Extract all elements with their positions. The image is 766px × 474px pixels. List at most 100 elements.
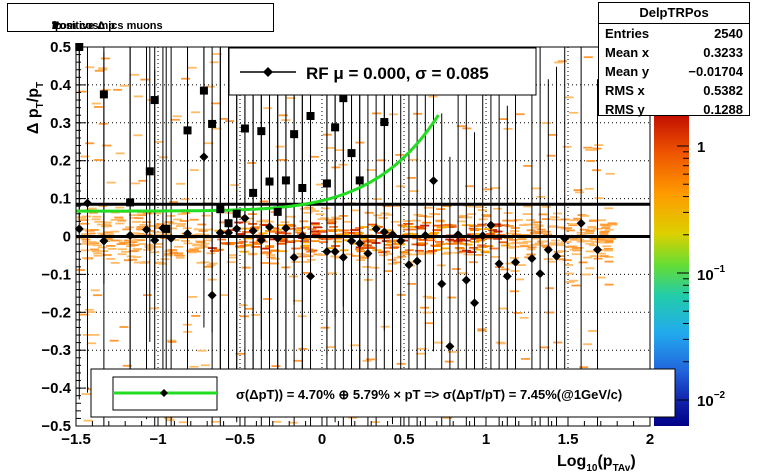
histogram-cell	[327, 222, 337, 225]
histogram-cell	[447, 239, 457, 242]
histogram-cell	[293, 229, 303, 231]
histogram-cell	[499, 241, 509, 244]
histogram-cell	[463, 216, 473, 219]
x-tick-label: 1	[482, 431, 490, 448]
histogram-cell	[596, 252, 606, 255]
stats-key: RMS y	[605, 102, 645, 117]
histogram-cell	[469, 246, 479, 249]
histogram-cell	[327, 247, 337, 249]
histogram-cell	[533, 224, 543, 227]
histogram-cell	[139, 262, 149, 264]
histogram-cell	[586, 160, 596, 162]
histogram-cell	[436, 208, 446, 210]
histogram-cell	[565, 281, 575, 283]
histogram-cell	[362, 266, 372, 268]
stats-key: Entries	[605, 26, 650, 41]
histogram-cell	[168, 227, 178, 230]
histogram-cell	[299, 220, 309, 223]
histogram-cell	[193, 228, 203, 231]
histogram-cell	[178, 421, 188, 424]
histogram-cell	[107, 248, 117, 250]
histogram-cell	[455, 247, 465, 250]
diamond-marker	[297, 231, 307, 241]
histogram-cell	[508, 219, 518, 222]
y-tick-label: −0.4	[41, 380, 71, 397]
histogram-cell	[241, 231, 251, 233]
histogram-cell	[175, 256, 185, 259]
histogram-cell	[572, 247, 582, 249]
histogram-cell	[432, 249, 442, 251]
histogram-cell	[167, 341, 177, 343]
histogram-cell	[545, 287, 555, 290]
histogram-cell	[543, 233, 553, 236]
histogram-cell	[555, 244, 565, 247]
histogram-cell	[206, 85, 215, 88]
histogram-cell	[206, 264, 216, 267]
histogram-cell	[117, 248, 127, 251]
histogram-cell	[208, 262, 218, 265]
histogram-cell	[102, 223, 111, 226]
histogram-cell	[97, 246, 107, 249]
histogram-cell	[139, 224, 149, 226]
square-marker	[355, 176, 364, 185]
stats-title: DelpTRPos	[599, 3, 749, 24]
histogram-cell	[368, 223, 378, 226]
square-marker	[339, 94, 348, 103]
histogram-cell	[235, 245, 244, 248]
x-axis-label-post: )	[630, 453, 635, 470]
histogram-cell	[491, 187, 500, 189]
histogram-cell	[605, 172, 615, 175]
histogram-cell	[128, 239, 138, 242]
histogram-cell	[260, 219, 270, 222]
histogram-cell	[153, 243, 163, 245]
histogram-cell	[90, 248, 99, 251]
histogram-cell	[286, 97, 296, 99]
stats-row-mean-x: Mean x 0.3233	[605, 43, 743, 62]
diamond-marker	[494, 259, 504, 269]
histogram-cell	[564, 245, 574, 248]
histogram-cell	[603, 248, 613, 250]
histogram-cell	[128, 241, 138, 243]
histogram-cell	[280, 221, 290, 224]
histogram-cell	[475, 206, 485, 208]
histogram-cell	[279, 237, 289, 240]
histogram-cell	[152, 212, 162, 215]
histogram-cell	[115, 218, 124, 220]
histogram-cell	[134, 261, 143, 264]
y-tick-label: 0.1	[50, 191, 71, 208]
diamond-marker	[330, 247, 340, 257]
histogram-cell	[493, 207, 502, 210]
histogram-cell	[463, 243, 473, 246]
histogram-cell	[93, 252, 103, 255]
histogram-cell	[313, 226, 322, 229]
histogram-cell	[589, 255, 599, 257]
histogram-cell	[447, 351, 457, 353]
histogram-cell	[84, 308, 94, 311]
histogram-cell	[88, 211, 98, 214]
histogram-cell	[468, 205, 478, 208]
histogram-cell	[555, 226, 565, 229]
histogram-cell	[214, 248, 224, 251]
histogram-cell	[481, 214, 491, 216]
legend-bottom-text: σ(ΔpT)) = 4.70% ⊕ 5.79% × pT => σ(ΔpT/pT…	[236, 387, 622, 402]
stats-row-entries: Entries 2540	[605, 24, 743, 43]
histogram-cell	[380, 212, 390, 215]
histogram-cell	[263, 107, 273, 110]
histogram-cell	[169, 251, 179, 254]
histogram-cell	[270, 249, 280, 252]
histogram-cell	[444, 360, 454, 363]
diamond-marker	[486, 220, 496, 230]
diamond-marker	[379, 227, 389, 237]
plot-title-sub2: T	[52, 20, 59, 32]
histogram-cell	[138, 179, 148, 182]
histogram-cell	[326, 346, 336, 348]
y-tick-label: −0.3	[41, 342, 71, 359]
histogram-cell	[465, 185, 474, 188]
histogram-cell	[286, 215, 296, 218]
diamond-marker	[437, 279, 447, 289]
histogram-cell	[553, 212, 562, 215]
histogram-cell	[119, 242, 129, 244]
histogram-cell	[367, 239, 377, 242]
diamond-marker	[183, 228, 193, 238]
plot-title-mid: /p	[52, 20, 62, 32]
